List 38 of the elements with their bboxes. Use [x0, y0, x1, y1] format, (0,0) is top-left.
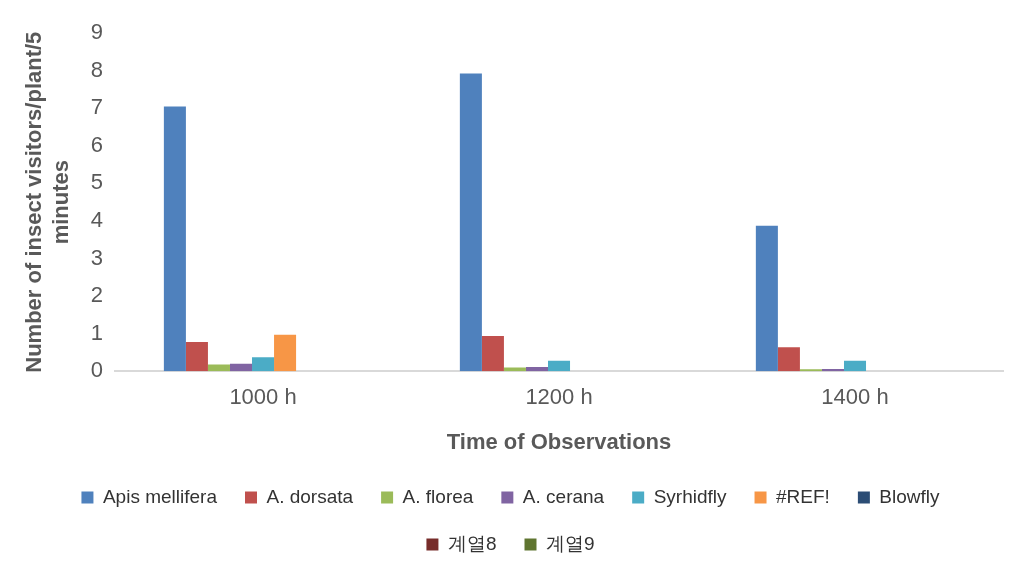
bar [777, 347, 800, 372]
bar [755, 225, 778, 372]
bar [548, 360, 571, 372]
bar [525, 367, 548, 372]
legend-label: 계열8 [447, 532, 497, 554]
x-tick-label: 1200 h [525, 384, 593, 410]
x-tick-label: 1000 h [229, 384, 297, 410]
bar [503, 367, 526, 372]
bar [229, 363, 253, 372]
y-tick-label: 8 [90, 56, 104, 82]
x-axis-title: Time of Observations [446, 428, 672, 454]
legend-label: Blowfly [879, 485, 941, 507]
bar [207, 364, 230, 372]
legend-label: A. cerana [522, 485, 605, 507]
bar [163, 106, 186, 372]
bar [252, 357, 275, 372]
y-tick-label: 1 [90, 319, 104, 345]
legend-label: Syrhidfly [653, 485, 728, 507]
y-tick-label: 7 [90, 94, 104, 120]
y-tick-label: 3 [90, 244, 104, 270]
legend-label: Apis mellifera [102, 485, 218, 507]
y-tick-label: 5 [90, 169, 104, 195]
y-tick-label: 0 [90, 357, 104, 383]
y-tick-label: 4 [90, 207, 104, 233]
legend-label: #REF! [776, 485, 830, 507]
legend-label: 계열9 [546, 532, 595, 554]
bar [185, 341, 208, 372]
y-tick-label: 2 [90, 282, 104, 308]
y-tick-label: 6 [90, 131, 104, 157]
y-axis-title: Number of insect visitors/plant/5 minutes [21, 31, 73, 373]
legend-label: A. dorsata [266, 485, 354, 507]
bar [274, 334, 297, 372]
bar [459, 73, 482, 372]
bar [843, 360, 867, 372]
legend-label: A. florea [402, 485, 474, 507]
y-tick-label: 9 [90, 19, 104, 45]
x-tick-label: 1400 h [821, 384, 889, 410]
bar [481, 335, 504, 372]
